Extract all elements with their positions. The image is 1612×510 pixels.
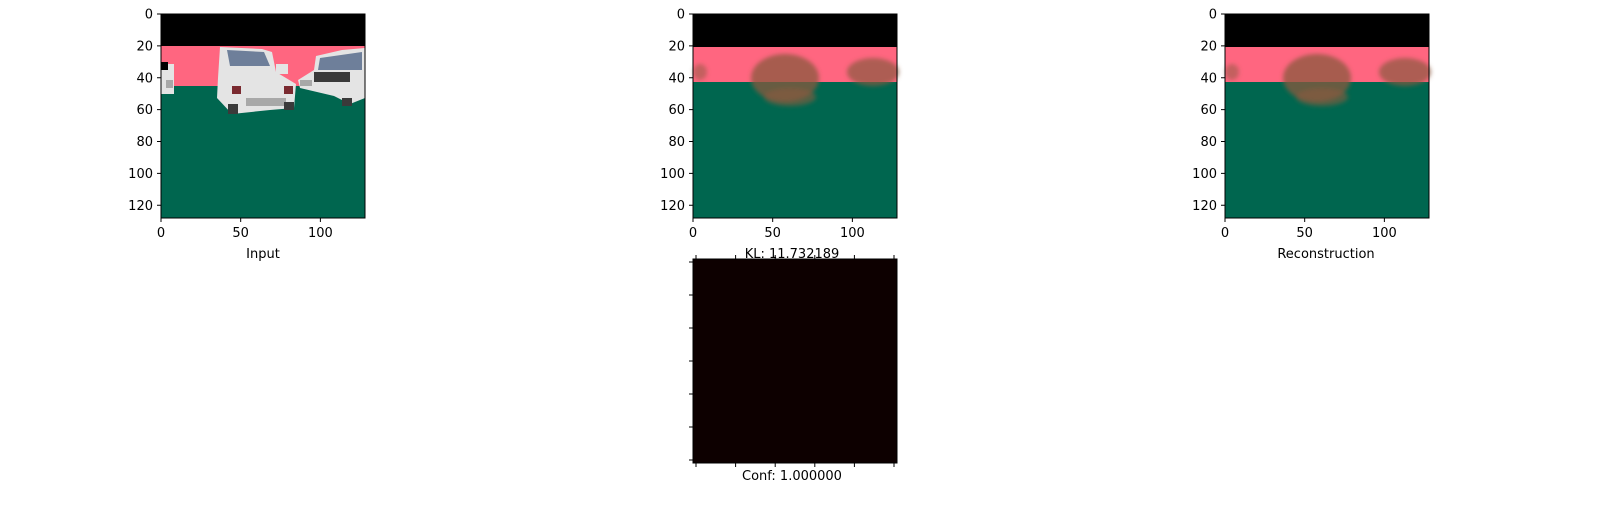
- x-tick-label: 0: [1221, 226, 1229, 241]
- y-tick-label: 80: [136, 135, 153, 150]
- y-tick-label: 100: [128, 167, 153, 182]
- input-panel: 0 20 40 60 80 100 120 0 50 100 Input: [128, 8, 366, 262]
- blur-blobs: [693, 54, 899, 106]
- reconstruction-frame: [1224, 13, 1430, 219]
- y-tick-label: 100: [1192, 167, 1217, 182]
- input-image: [161, 14, 365, 218]
- y-tick-label: 80: [668, 135, 685, 150]
- y-tick-label: 0: [1209, 8, 1217, 23]
- x-tick-label: 100: [308, 226, 333, 241]
- x-tick-label: 50: [764, 226, 781, 241]
- kl-panel: 0 20 40 60 80 100 120 0 50 100 KL: 11.732189: [660, 8, 899, 262]
- x-tick-label: 0: [157, 226, 165, 241]
- confidence-map: [693, 259, 897, 463]
- x-tick-label: 50: [232, 226, 249, 241]
- y-tick-label: 60: [668, 103, 685, 118]
- y-tick-label: 60: [136, 103, 153, 118]
- confidence-xlabel: Conf: 1.000000: [742, 469, 842, 484]
- y-tick-label: 80: [1200, 135, 1217, 150]
- reconstruction-panel: 0 20 40 60 80 100 120 0 50 100 Reconstruction: [1192, 8, 1431, 262]
- confidence-panel: Conf: 1.000000: [689, 255, 898, 484]
- y-tick-label: 20: [1200, 39, 1217, 54]
- kl-xlabel: KL: 11.732189: [745, 247, 840, 262]
- y-tick-label: 120: [1192, 199, 1217, 214]
- x-tick-label: 50: [1296, 226, 1313, 241]
- y-tick-label: 40: [136, 71, 153, 86]
- kl-image: [693, 14, 899, 218]
- y-tick-label: 120: [128, 199, 153, 214]
- reconstruction-xlabel: Reconstruction: [1277, 247, 1374, 262]
- y-tick-label: 0: [677, 8, 685, 23]
- y-tick-label: 120: [660, 199, 685, 214]
- reconstruction-image: [1225, 14, 1431, 218]
- y-tick-label: 40: [1200, 71, 1217, 86]
- kl-frame: [692, 13, 898, 219]
- car-right: [298, 48, 365, 106]
- confidence-ticks: [689, 255, 895, 467]
- y-tick-label: 40: [668, 71, 685, 86]
- car-left-partial: [161, 62, 174, 94]
- y-tick-label: 60: [1200, 103, 1217, 118]
- x-tick-label: 0: [689, 226, 697, 241]
- x-tick-label: 100: [1372, 226, 1397, 241]
- input-frame: [160, 13, 366, 219]
- input-xlabel: Input: [246, 247, 280, 262]
- car-center: [217, 47, 296, 114]
- y-tick-label: 20: [668, 39, 685, 54]
- blur-blobs: [1225, 54, 1431, 106]
- x-tick-label: 100: [840, 226, 865, 241]
- y-tick-label: 100: [660, 167, 685, 182]
- y-tick-label: 0: [145, 8, 153, 23]
- y-tick-label: 20: [136, 39, 153, 54]
